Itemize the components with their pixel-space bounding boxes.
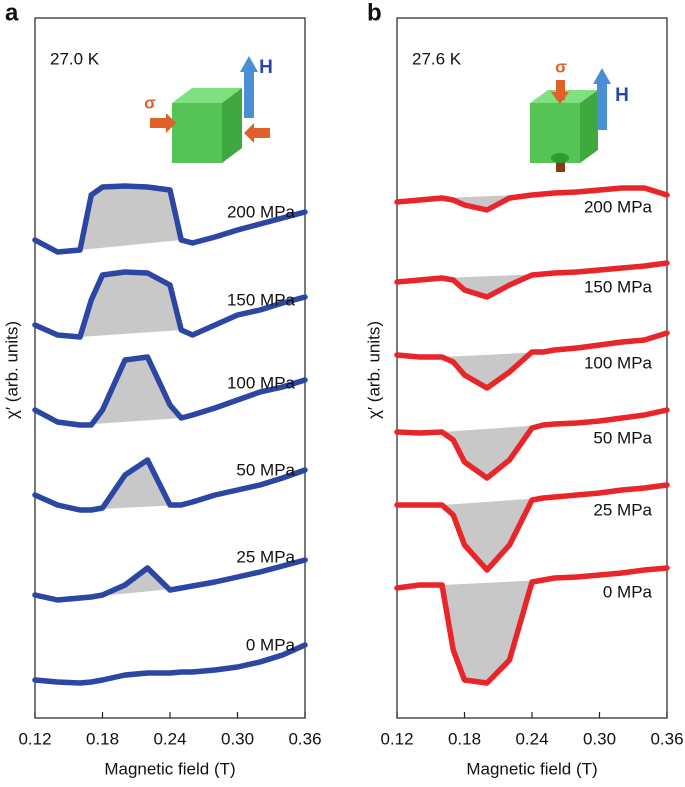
series-line	[32, 642, 308, 686]
x-axis-label: Magnetic field (T)	[104, 759, 235, 778]
series-line	[32, 183, 308, 255]
x-tick-label: 0.24	[153, 729, 186, 748]
anomaly-shading	[80, 272, 182, 337]
series-label: 200 MPa	[584, 197, 653, 216]
x-tick-label: 0.12	[380, 729, 413, 748]
x-axis-label: Magnetic field (T)	[466, 759, 597, 778]
x-tick-label: 0.12	[18, 729, 51, 748]
x-tick-label: 0.36	[650, 729, 683, 748]
cube-icon	[150, 56, 270, 163]
y-axis-label: χ′ (arb. units)	[364, 321, 383, 419]
anomaly-shading	[442, 425, 544, 478]
x-tick-label: 0.30	[221, 729, 254, 748]
x-tick-label: 0.18	[448, 729, 481, 748]
series-label: 25 MPa	[236, 547, 295, 566]
series-line	[32, 354, 308, 428]
series-label: 0 MPa	[246, 635, 296, 654]
series-label: 25 MPa	[593, 500, 652, 519]
series-label: 200 MPa	[227, 202, 296, 221]
series-line	[394, 185, 670, 213]
temperature-label: 27.6 K	[412, 49, 462, 68]
series-line	[394, 330, 670, 391]
anomaly-shading	[442, 580, 544, 683]
x-tick-label: 0.24	[515, 729, 548, 748]
panel-label: b	[367, 0, 382, 26]
x-tick-label: 0.18	[86, 729, 119, 748]
series-label: 50 MPa	[593, 428, 652, 447]
series-line	[394, 565, 670, 686]
series-line	[32, 269, 308, 340]
y-axis-label: χ′ (arb. units)	[2, 321, 21, 419]
anomaly-shading	[442, 194, 544, 210]
series-label: 0 MPa	[603, 582, 653, 601]
series-line	[394, 407, 670, 481]
stress-label: σ	[555, 57, 567, 76]
anomaly-shading	[80, 460, 182, 510]
field-label: H	[615, 85, 629, 106]
series-label: 50 MPa	[236, 460, 295, 479]
series-label: 150 MPa	[227, 290, 296, 309]
series-line	[32, 557, 308, 603]
panel-label: a	[5, 0, 19, 26]
x-tick-label: 0.30	[583, 729, 616, 748]
series-line	[394, 482, 670, 573]
temperature-label: 27.0 K	[50, 49, 100, 68]
anomaly-shading	[442, 498, 544, 570]
field-label: H	[259, 57, 273, 78]
series-label: 150 MPa	[584, 277, 653, 296]
anomaly-shading	[80, 186, 182, 250]
series-line	[394, 260, 670, 300]
series-label: 100 MPa	[227, 373, 296, 392]
stress-label: σ	[144, 93, 156, 112]
cube-icon	[530, 68, 611, 172]
series-line	[32, 457, 308, 513]
x-tick-label: 0.36	[288, 729, 321, 748]
series-label: 100 MPa	[584, 353, 653, 372]
